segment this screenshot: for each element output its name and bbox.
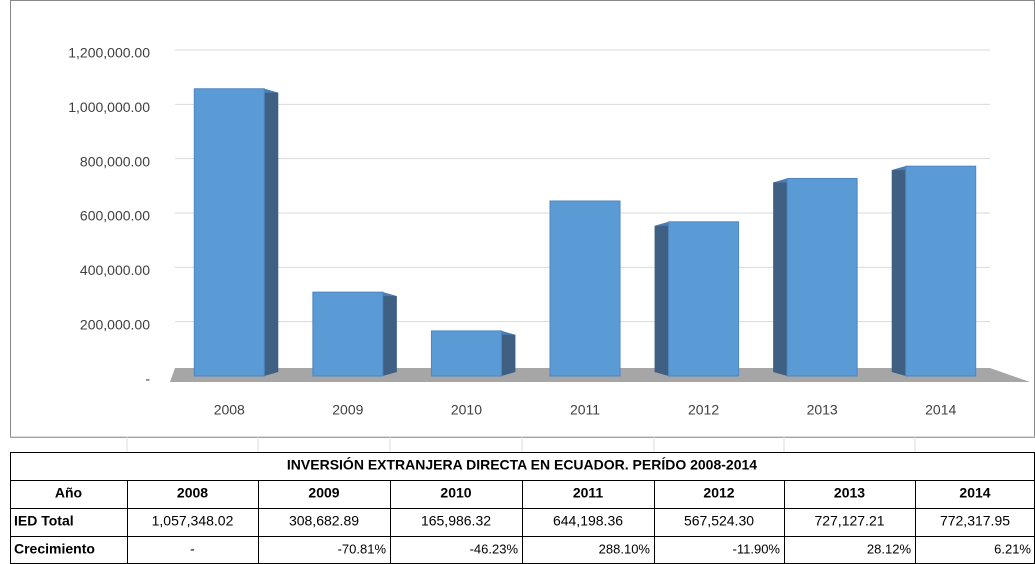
x-tick-label: 2014 (925, 402, 956, 418)
cell: -70.81% (338, 541, 387, 556)
header-cell: 2008 (177, 485, 208, 501)
bar-side (773, 178, 788, 376)
bar (193, 88, 265, 377)
bar-side (382, 292, 397, 376)
bar (668, 221, 740, 377)
x-tick-label: 2012 (688, 402, 719, 418)
chart-frame (10, 0, 1035, 438)
bar-side (891, 166, 906, 376)
table-title: INVERSIÓN EXTRANJERA DIRECTA EN ECUADOR.… (287, 456, 757, 473)
table: INVERSIÓN EXTRANJERA DIRECTA EN ECUADOR.… (10, 436, 1035, 564)
y-tick-label: 800,000.00 (80, 153, 150, 169)
header-cell: 2011 (573, 485, 604, 501)
x-tick-label: 2013 (807, 402, 838, 418)
bar (786, 177, 858, 377)
bar-side (654, 221, 669, 376)
y-tick-label: 600,000.00 (80, 208, 150, 224)
bar (312, 291, 384, 377)
x-tick-label: 2011 (570, 402, 600, 418)
y-tick-label: 1,200,000.00 (68, 45, 150, 61)
bar-side (264, 88, 279, 376)
cell: 727,127.21 (814, 513, 884, 529)
cell: 567,524.30 (684, 513, 754, 529)
x-tick-label: 2010 (451, 402, 482, 418)
row-header: IED Total (14, 513, 74, 529)
header-cell: 2009 (308, 485, 339, 501)
y-tick-label: 400,000.00 (80, 262, 150, 278)
header-cell: 2013 (834, 485, 865, 501)
header-cell: Año (55, 485, 82, 501)
cell: 6.21% (994, 541, 1031, 556)
cell: -11.90% (733, 541, 781, 556)
cell: 772,317.95 (940, 513, 1010, 529)
header-cell: 2010 (440, 485, 471, 501)
header-cell: 2012 (703, 485, 734, 501)
bar (905, 165, 977, 377)
cell: 165,986.32 (421, 513, 491, 529)
cell: 644,198.36 (553, 513, 623, 529)
cell: - (190, 541, 195, 557)
header-cell: 2014 (959, 485, 990, 501)
x-tick-label: 2009 (332, 402, 363, 418)
y-tick-label: 1,000,000.00 (68, 99, 150, 115)
x-tick-label: 2008 (214, 402, 245, 418)
bar-side (501, 330, 516, 376)
row-header: Crecimiento (14, 541, 95, 557)
bar (549, 200, 621, 377)
cell: 28.12% (867, 541, 912, 556)
y-tick-label: - (145, 371, 150, 387)
cell: 1,057,348.02 (152, 513, 234, 529)
y-tick-label: 200,000.00 (80, 316, 150, 332)
cell: 288.10% (599, 541, 651, 556)
cell: 308,682.89 (289, 513, 359, 529)
cell: -46.23% (470, 541, 519, 556)
bar (430, 330, 502, 377)
